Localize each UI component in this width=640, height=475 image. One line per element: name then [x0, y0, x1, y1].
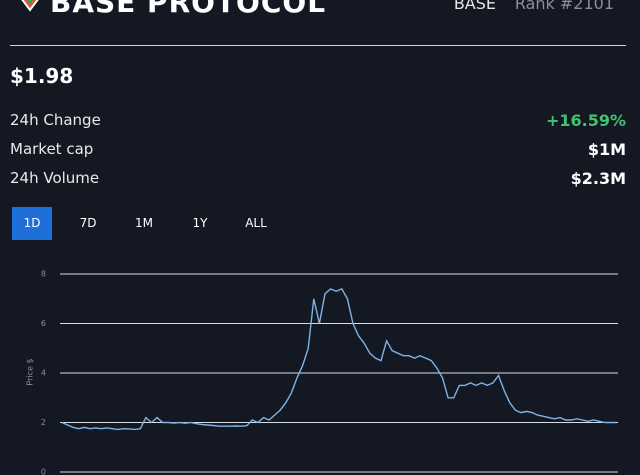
- range-button[interactable]: 1Y: [192, 216, 208, 230]
- coin-title: BASE PROTOCOL: [50, 0, 327, 19]
- stat-label: 24h Volume: [10, 169, 100, 187]
- range-button[interactable]: 7D: [79, 216, 97, 230]
- y-tick-label: 2: [41, 418, 46, 427]
- coin-rank: Rank #2101: [514, 0, 614, 13]
- y-axis-label: Price $: [26, 358, 35, 385]
- range-button[interactable]: 1D: [12, 207, 52, 240]
- range-button[interactable]: 1M: [135, 216, 153, 230]
- stat-value: $2.3M: [570, 169, 626, 188]
- y-tick-label: 8: [41, 270, 46, 279]
- y-tick-label: 0: [41, 468, 46, 475]
- divider: [10, 45, 626, 46]
- logo: [21, 0, 39, 12]
- coin-symbol: BASE: [453, 0, 496, 13]
- price-line: [61, 288, 616, 431]
- y-tick-label: 6: [41, 319, 46, 328]
- stat-value: $1M: [587, 140, 626, 159]
- stat-value: +16.59%: [545, 111, 626, 130]
- stat-label: 24h Change: [10, 111, 101, 129]
- range-button[interactable]: ALL: [245, 216, 267, 230]
- stat-label: Market cap: [10, 140, 94, 158]
- y-tick-label: 4: [41, 369, 46, 378]
- price: $1.98: [10, 64, 74, 88]
